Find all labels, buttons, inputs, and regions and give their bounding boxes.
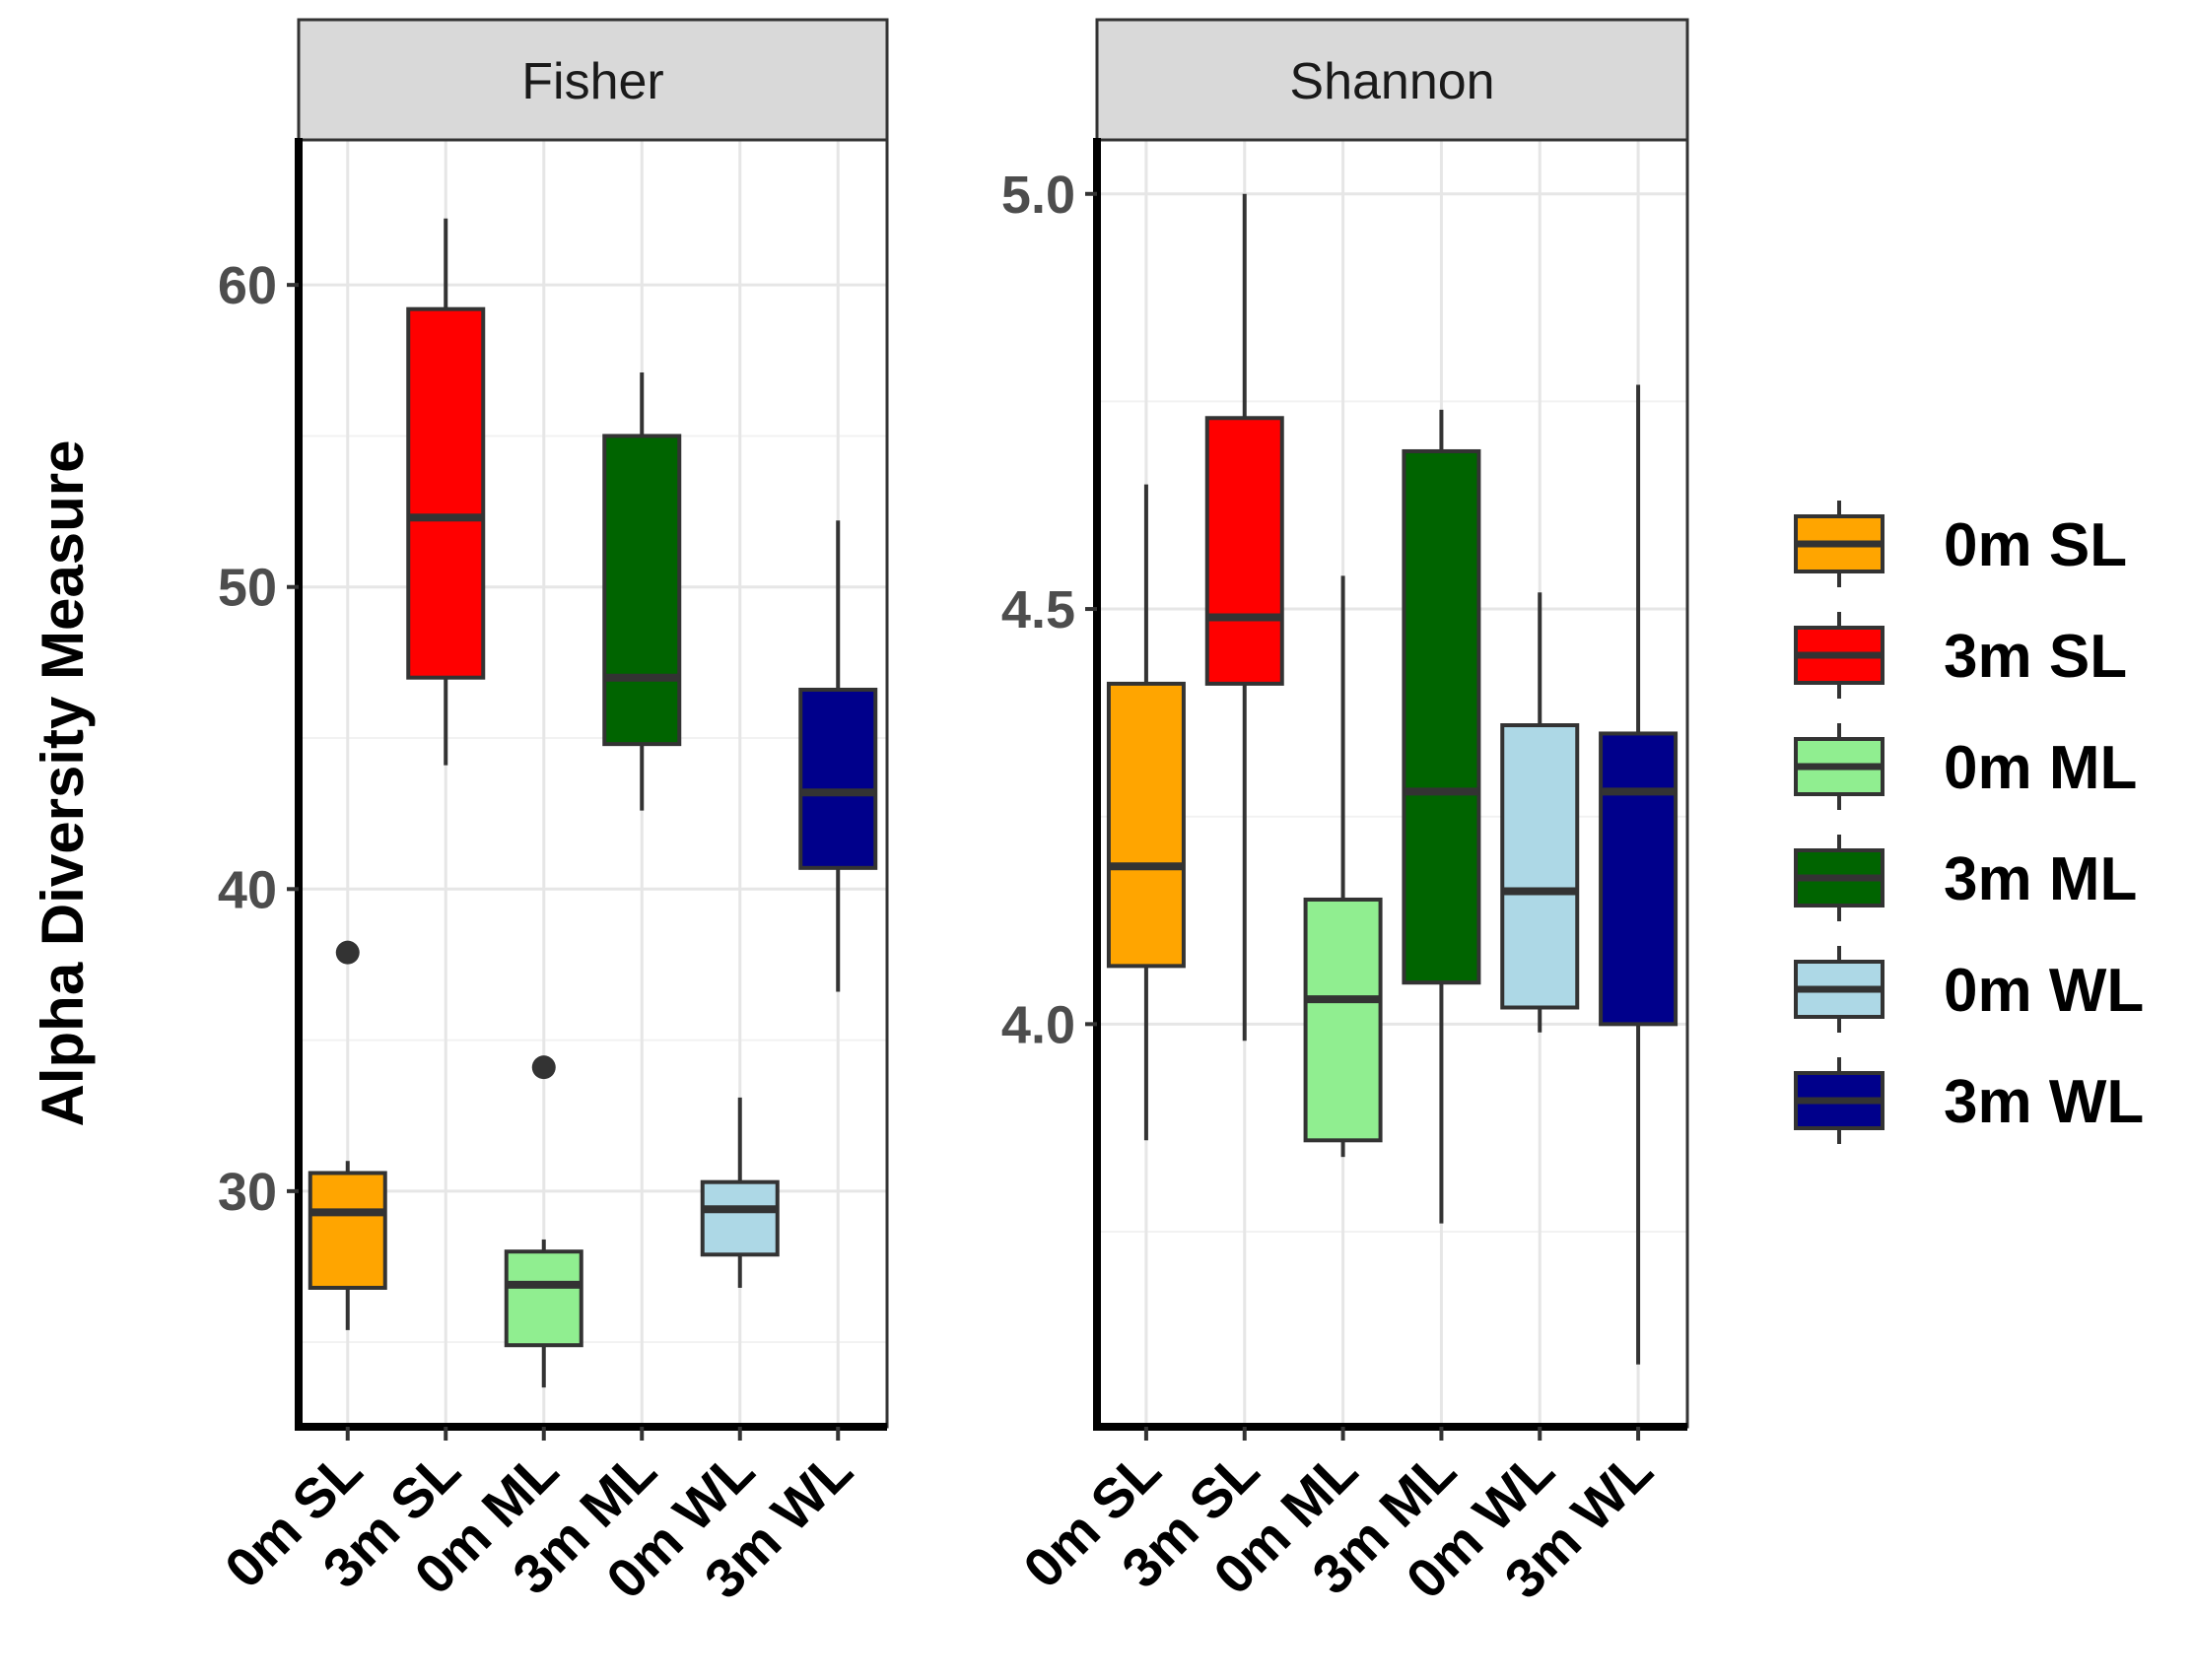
- box-0m-sl: [1106, 484, 1186, 1141]
- legend-item: 0m SL: [1794, 501, 2127, 587]
- legend-item: 3m WL: [1794, 1057, 2144, 1144]
- legend-label: 0m SL: [1944, 511, 2127, 579]
- y-tick-label: 60: [218, 256, 277, 315]
- box-0m-wl: [1500, 592, 1580, 1033]
- y-tick-label: 40: [218, 860, 277, 919]
- box-iqr: [1303, 897, 1383, 1143]
- y-tick-label: 4.5: [1001, 580, 1075, 639]
- box-iqr: [798, 687, 878, 870]
- box-iqr: [406, 306, 486, 680]
- y-axis-label: Alpha Diversity Measure: [30, 440, 96, 1127]
- legend-item: 3m SL: [1794, 612, 2127, 699]
- facet-strip: [1095, 18, 1689, 142]
- y-tick-label: 50: [218, 559, 277, 618]
- box-3m-wl: [798, 520, 878, 992]
- legend-label: 0m ML: [1944, 734, 2137, 802]
- outlier-point: [335, 940, 360, 965]
- y-tick-label: 30: [218, 1163, 277, 1222]
- legend-label: 0m WL: [1944, 957, 2144, 1025]
- box-3m-ml: [1402, 409, 1481, 1224]
- facet-strip: [297, 18, 889, 142]
- box-3m-sl: [406, 218, 486, 766]
- box-iqr: [1599, 731, 1679, 1027]
- box-iqr: [504, 1249, 583, 1348]
- box-iqr: [1402, 448, 1481, 985]
- box-iqr: [1500, 723, 1580, 1010]
- box-iqr: [1106, 681, 1186, 969]
- box-0m-wl: [700, 1097, 780, 1288]
- panel-background: [299, 140, 887, 1427]
- legend-label: 3m ML: [1944, 845, 2137, 913]
- legend-item: 3m ML: [1794, 835, 2137, 921]
- legend-item: 0m ML: [1794, 723, 2137, 810]
- box-iqr: [700, 1179, 780, 1257]
- facet-title: Shannon: [1289, 53, 1494, 110]
- y-tick-label: 5.0: [1001, 166, 1075, 225]
- legend: 0m SL 3m SL 0m ML 3m ML 0m WL 3m WL: [1794, 501, 2144, 1144]
- box-0m-ml: [504, 1055, 583, 1388]
- box-3m-sl: [1204, 193, 1284, 1042]
- panel-background: [1097, 140, 1687, 1427]
- box-iqr: [1204, 416, 1284, 686]
- legend-item: 0m WL: [1794, 946, 2144, 1033]
- box-3m-ml: [602, 372, 682, 811]
- box-0m-sl: [308, 940, 387, 1330]
- box-3m-wl: [1599, 384, 1679, 1365]
- legend-label: 3m SL: [1944, 623, 2127, 691]
- box-0m-ml: [1303, 575, 1383, 1158]
- legend-label: 3m WL: [1944, 1068, 2144, 1136]
- outlier-point: [531, 1055, 556, 1080]
- facet-title: Fisher: [521, 53, 663, 110]
- box-iqr: [308, 1171, 387, 1290]
- box-iqr: [602, 434, 682, 747]
- y-tick-label: 4.0: [1001, 995, 1075, 1054]
